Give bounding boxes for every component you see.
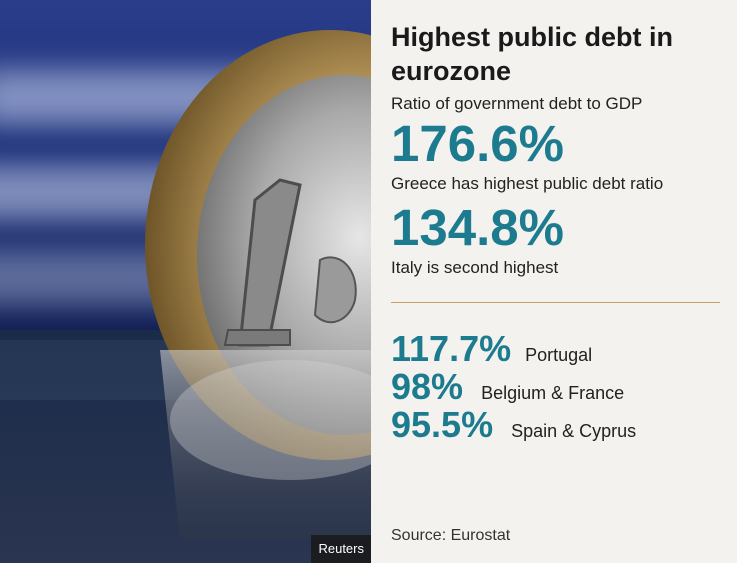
highlight-value: 134.8%: [391, 199, 564, 256]
photo-credit: Reuters: [311, 535, 371, 563]
row-label: Portugal: [525, 345, 593, 365]
list-item: 95.5% Spain & Cyprus: [391, 404, 720, 445]
highlight-description: Italy is second highest: [391, 258, 559, 277]
divider: [391, 302, 720, 303]
subtitle: Ratio of government debt to GDP: [391, 94, 643, 113]
row-value: 98%: [391, 366, 464, 407]
coin-photo: Reuters: [0, 0, 371, 563]
text-panel: Highest public debt in eurozone Ratio of…: [371, 0, 737, 563]
row-label: Belgium & France: [481, 383, 625, 403]
list-item: 98% Belgium & France: [391, 366, 720, 407]
page-title: Highest public debt in eurozone: [391, 22, 673, 86]
row-value: 95.5%: [391, 404, 494, 445]
euro-coin-image: [0, 30, 371, 563]
highlight-description: Greece has highest public debt ratio: [391, 174, 664, 193]
highlight-value: 176.6%: [391, 115, 564, 172]
source-note: Source: Eurostat: [391, 527, 511, 544]
list-item: 117.7% Portugal: [391, 328, 720, 369]
row-label: Spain & Cyprus: [511, 421, 637, 441]
row-value: 117.7%: [391, 328, 512, 369]
